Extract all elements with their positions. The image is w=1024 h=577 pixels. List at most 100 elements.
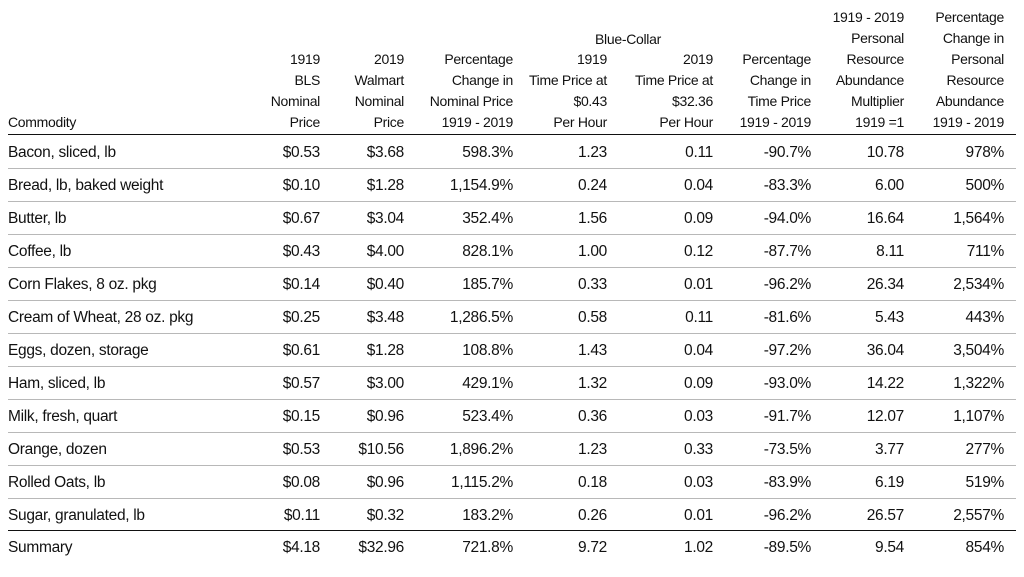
header-line: Percentage (935, 9, 1004, 25)
cell-commodity: Sugar, granulated, lb (8, 507, 145, 524)
cell-abundance-multiplier: 10.78 (866, 144, 905, 161)
header-line: Resource (946, 72, 1004, 88)
cell-time-price-2019: 0.01 (684, 276, 713, 293)
blue-collar-group-header: Blue-Collar (595, 31, 661, 47)
header-line: Per Hour (659, 114, 713, 130)
cell-bls-1919-price: $0.53 (282, 144, 321, 161)
cell-nominal-change: 523.4% (462, 408, 513, 425)
header-line: Change in (749, 72, 811, 88)
cell-abundance-multiplier: 6.00 (875, 177, 904, 194)
cell-walmart-2019-price: $32.96 (358, 539, 404, 556)
cell-time-change: -83.9% (763, 474, 812, 491)
cell-commodity: Summary (8, 539, 73, 556)
header-commodity: Commodity (8, 112, 76, 133)
table-row: Coffee, lb $0.43 $4.00 828.1% 1.00 0.12 -87.7%… (8, 235, 1016, 268)
table-header: Blue-Collar Commodity 1919 BLS Nominal Price… (8, 0, 1016, 133)
header-abundance-change: Percentage Change in Personal Resource Abund… (933, 7, 1005, 133)
cell-time-price-1919: 1.23 (578, 441, 607, 458)
header-line: Change in (942, 30, 1004, 46)
header-line: Time Price at (528, 72, 607, 88)
cell-abundance-change: 500% (965, 177, 1005, 194)
cell-commodity: Orange, dozen (8, 441, 107, 458)
header-line: Nominal (270, 93, 321, 109)
header-line: 1919 (577, 51, 607, 67)
row-divider (8, 300, 1016, 301)
table-row: Orange, dozen $0.53 $10.56 1,896.2% 1.23 0.33… (8, 433, 1016, 466)
cell-walmart-2019-price: $0.96 (366, 408, 405, 425)
cell-walmart-2019-price: $1.28 (366, 342, 405, 359)
header-line: Price (373, 114, 405, 130)
header-line: BLS (294, 72, 320, 88)
cell-abundance-change: 277% (965, 441, 1005, 458)
cell-nominal-change: 183.2% (462, 507, 513, 524)
cell-walmart-2019-price: $3.04 (366, 210, 405, 227)
cell-abundance-multiplier: 16.64 (866, 210, 905, 227)
header-line: Change in (451, 72, 513, 88)
cell-time-price-1919: 9.72 (578, 539, 607, 556)
cell-time-price-2019: 0.09 (684, 375, 713, 392)
cell-commodity: Butter, lb (8, 210, 67, 227)
cell-abundance-multiplier: 26.57 (866, 507, 905, 524)
cell-commodity: Bread, lb, baked weight (8, 177, 164, 194)
header-time-price-2019: 2019 Time Price at $32.36 Per Hour (635, 49, 713, 133)
cell-nominal-change: 429.1% (462, 375, 513, 392)
header-line: Percentage (444, 51, 513, 67)
table-row: Bacon, sliced, lb $0.53 $3.68 598.3% 1.23 0.1… (8, 136, 1016, 169)
cell-time-change: -96.2% (763, 276, 812, 293)
cell-commodity: Rolled Oats, lb (8, 474, 106, 491)
cell-time-change: -97.2% (763, 342, 812, 359)
cell-bls-1919-price: $0.67 (282, 210, 321, 227)
cell-commodity: Bacon, sliced, lb (8, 144, 116, 161)
table-row: Sugar, granulated, lb $0.11 $0.32 183.2% 0.2… (8, 499, 1016, 532)
cell-commodity: Ham, sliced, lb (8, 375, 106, 392)
cell-walmart-2019-price: $10.56 (358, 441, 404, 458)
header-line: 2019 (374, 51, 404, 67)
header-line: 1919 (290, 51, 320, 67)
header-line: Nominal Price (429, 93, 514, 109)
header-line: Multiplier (850, 93, 904, 109)
row-divider (8, 333, 1016, 334)
table-row: Eggs, dozen, storage $0.61 $1.28 108.8% 1.43… (8, 334, 1016, 367)
cell-bls-1919-price: $0.25 (282, 309, 321, 326)
cell-bls-1919-price: $0.14 (282, 276, 321, 293)
cell-abundance-multiplier: 26.34 (866, 276, 905, 293)
cell-abundance-multiplier: 12.07 (866, 408, 905, 425)
cell-time-price-2019: 0.12 (684, 243, 713, 260)
cell-time-price-2019: 0.03 (684, 408, 713, 425)
table-row: Bread, lb, baked weight $0.10 $1.28 1,154.9… (8, 169, 1016, 202)
cell-abundance-change: 2,557% (953, 507, 1004, 524)
header-line: Time Price at (634, 72, 713, 88)
header-line: Nominal (354, 93, 405, 109)
cell-time-price-2019: 0.11 (685, 309, 713, 326)
cell-nominal-change: 1,896.2% (449, 441, 513, 458)
cell-abundance-multiplier: 6.19 (875, 474, 904, 491)
cell-abundance-multiplier: 36.04 (866, 342, 905, 359)
cell-time-price-2019: 1.02 (684, 539, 713, 556)
header-line: Per Hour (553, 114, 607, 130)
cell-walmart-2019-price: $3.48 (366, 309, 405, 326)
header-line: $0.43 (573, 93, 607, 109)
row-divider (8, 432, 1016, 433)
cell-time-change: -81.6% (763, 309, 812, 326)
cell-time-price-1919: 1.43 (578, 342, 607, 359)
cell-time-price-1919: 0.58 (578, 309, 607, 326)
row-divider (8, 465, 1016, 466)
cell-time-change: -94.0% (763, 210, 812, 227)
cell-nominal-change: 185.7% (462, 276, 513, 293)
header-line: 1919 - 2019 (832, 9, 905, 25)
cell-time-price-1919: 1.32 (578, 375, 607, 392)
cell-time-price-2019: 0.01 (684, 507, 713, 524)
cell-abundance-change: 854% (965, 539, 1005, 556)
cell-nominal-change: 598.3% (462, 144, 513, 161)
cell-time-change: -93.0% (763, 375, 812, 392)
cell-abundance-change: 2,534% (953, 276, 1004, 293)
cell-bls-1919-price: $0.53 (282, 441, 321, 458)
cell-bls-1919-price: $4.18 (282, 539, 321, 556)
cell-walmart-2019-price: $3.68 (366, 144, 405, 161)
cell-abundance-change: 978% (965, 144, 1005, 161)
cell-time-price-1919: 1.23 (578, 144, 607, 161)
cell-walmart-2019-price: $0.96 (366, 474, 405, 491)
header-line: 1919 - 2019 (441, 114, 514, 130)
cell-commodity: Coffee, lb (8, 243, 72, 260)
summary-cells: Summary $4.18 $32.96 721.8% 9.72 1.02 -89.5% 9.… (8, 531, 1016, 564)
